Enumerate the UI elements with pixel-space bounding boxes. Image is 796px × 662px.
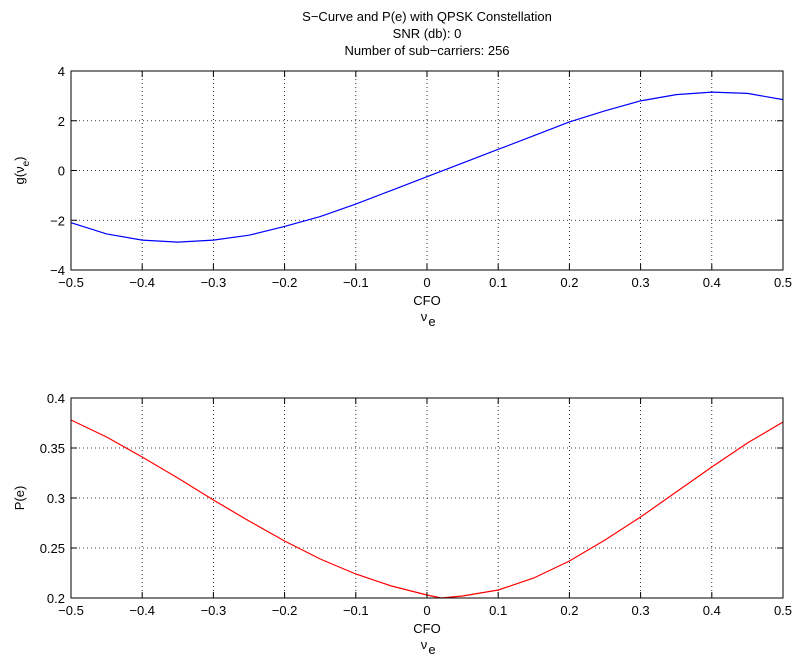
- x-axis-label: CFO: [413, 621, 440, 636]
- series-line: [70, 91, 784, 243]
- x-tick-label: 0.3: [632, 275, 650, 290]
- x-tick-label: 0.2: [560, 275, 578, 290]
- x-tick-label: −0.5: [58, 603, 84, 618]
- x-tick-label: −0.2: [272, 275, 298, 290]
- y-axis-label-close: ): [12, 157, 27, 161]
- y-axis-label: P(e): [12, 486, 27, 511]
- x-tick-label: −0.3: [201, 603, 227, 618]
- y-tick-label: 0.35: [40, 441, 65, 456]
- y-tick-label: 2: [58, 114, 65, 129]
- y-tick-label: −4: [50, 263, 65, 278]
- y-tick-label: 0.4: [47, 391, 65, 406]
- y-axis-label-subscript: e: [21, 160, 32, 166]
- x-tick-label: 0.4: [703, 603, 721, 618]
- x-tick-label: 0.1: [489, 603, 507, 618]
- y-tick-label: 0: [58, 164, 65, 179]
- title-line-2: SNR (db): 0: [393, 26, 462, 41]
- x-tick-label: 0.4: [703, 275, 721, 290]
- y-axis-label-main: g(ν: [12, 166, 27, 184]
- x-tick-label: 0: [423, 275, 430, 290]
- error-probability-plot: −0.5 −0.4 −0.3 −0.2 −0.1 0 0.1 0.2 0.3 0.4 0.5 0.2 0…: [12, 391, 792, 657]
- y-tick-label: 4: [58, 64, 65, 79]
- x-axis-symbol: ν: [421, 637, 428, 652]
- s-curve-plot: −0.5 −0.4 −0.3 −0.2 −0.1 0 0.1 0.2 0.3 0.4 0.5 −4 −2…: [12, 64, 792, 329]
- x-tick-label: 0.1: [489, 275, 507, 290]
- x-tick-label: −0.4: [129, 603, 155, 618]
- chart-title: S−Curve and P(e) with QPSK Constellation…: [302, 9, 552, 58]
- x-tick-label: 0.5: [774, 275, 792, 290]
- x-tick-label: −0.5: [58, 275, 84, 290]
- y-tick-label: 0.3: [47, 491, 65, 506]
- y-tick-label: 0.2: [47, 591, 65, 606]
- title-line-3: Number of sub−carriers: 256: [344, 43, 509, 58]
- title-line-1: S−Curve and P(e) with QPSK Constellation: [302, 9, 552, 24]
- x-axis-subscript: e: [428, 642, 435, 657]
- x-tick-label: −0.3: [201, 275, 227, 290]
- x-tick-label: 0.3: [632, 603, 650, 618]
- y-tick-label: −2: [50, 213, 65, 228]
- x-tick-label: 0.5: [774, 603, 792, 618]
- x-tick-label: 0.2: [560, 603, 578, 618]
- y-axis-label: g(νe): [12, 157, 32, 185]
- x-tick-label: −0.1: [343, 603, 369, 618]
- x-axis-label: CFO: [413, 293, 440, 308]
- x-tick-label: −0.4: [129, 275, 155, 290]
- x-tick-label: −0.2: [272, 603, 298, 618]
- x-tick-label: −0.1: [343, 275, 369, 290]
- x-tick-label: 0: [423, 603, 430, 618]
- x-axis-symbol: ν: [421, 309, 428, 324]
- series-line: [70, 419, 784, 599]
- x-axis-subscript: e: [428, 314, 435, 329]
- y-tick-label: 0.25: [40, 541, 65, 556]
